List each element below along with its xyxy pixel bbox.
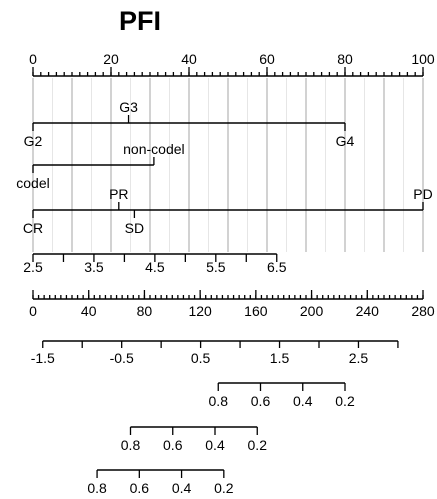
tick-label: 2.5 [349, 350, 369, 366]
axis-response: CR PR SD PD [23, 186, 433, 236]
axis-linear_predictor: -1.5 -0.5 0.5 1.5 2.5 [31, 340, 399, 366]
tick-label: 160 [244, 303, 268, 319]
axis-prob_2: 0.8 0.6 0.4 0.2 [121, 426, 268, 453]
level-label: G4 [336, 133, 355, 149]
tick-label: 0.8 [121, 437, 141, 453]
axis-grade: G2 G3 G4 [24, 99, 355, 149]
tick-label: 0.2 [214, 480, 234, 496]
axis-total_points: 0 40 80 120 160 200 240 280 [29, 290, 435, 319]
tick-label: 0 [29, 51, 37, 67]
tick-label: 0 [29, 303, 37, 319]
tick-label: 240 [356, 303, 380, 319]
axis-prob_1: 0.8 0.6 0.4 0.2 [209, 382, 355, 409]
tick-label: 1.5 [270, 350, 290, 366]
tick-label: 0.2 [335, 393, 355, 409]
tick-label: 0.5 [191, 350, 211, 366]
tick-label: 4.5 [145, 259, 165, 275]
level-label: PR [109, 186, 128, 202]
level-label: non-codel [123, 141, 185, 157]
axis-continuous: 2.5 3.5 4.5 5.5 6.5 [23, 253, 287, 275]
tick-label: 40 [81, 303, 97, 319]
tick-label: 120 [188, 303, 212, 319]
nomogram-axes: 0 20 40 60 80 100 G2 G3 G4 codel non-codel CR PR SD PD… [16, 51, 435, 496]
tick-label: 5.5 [206, 259, 226, 275]
tick-label: -1.5 [31, 350, 55, 366]
tick-label: 80 [137, 303, 153, 319]
level-label: codel [16, 175, 49, 191]
grid-lines [32, 78, 424, 252]
tick-label: 280 [411, 303, 435, 319]
tick-label: 40 [181, 51, 197, 67]
chart-title: PFI [119, 6, 161, 36]
axis-codel: codel non-codel [16, 141, 184, 191]
tick-label: 0.6 [130, 480, 150, 496]
level-label: PD [413, 186, 432, 202]
tick-label: 0.6 [163, 437, 183, 453]
tick-label: 20 [103, 51, 119, 67]
axis-points: 0 20 40 60 80 100 [29, 51, 435, 77]
axis-prob_3: 0.8 0.6 0.4 0.2 [87, 469, 234, 496]
tick-label: 0.2 [248, 437, 268, 453]
level-label: SD [125, 220, 144, 236]
tick-label: 0.6 [251, 393, 271, 409]
level-label: CR [23, 220, 43, 236]
tick-label: 80 [337, 51, 353, 67]
level-label: G2 [24, 133, 43, 149]
tick-label: 0.4 [205, 437, 225, 453]
tick-label: 0.4 [172, 480, 192, 496]
level-label: G3 [119, 99, 138, 115]
tick-label: 0.8 [209, 393, 229, 409]
tick-label: 2.5 [23, 259, 43, 275]
tick-label: 200 [300, 303, 324, 319]
tick-label: 6.5 [267, 259, 287, 275]
tick-label: 100 [411, 51, 435, 67]
tick-label: 0.8 [87, 480, 107, 496]
tick-label: 60 [259, 51, 275, 67]
tick-label: 3.5 [84, 259, 104, 275]
tick-label: 0.4 [293, 393, 313, 409]
tick-label: -0.5 [110, 350, 134, 366]
